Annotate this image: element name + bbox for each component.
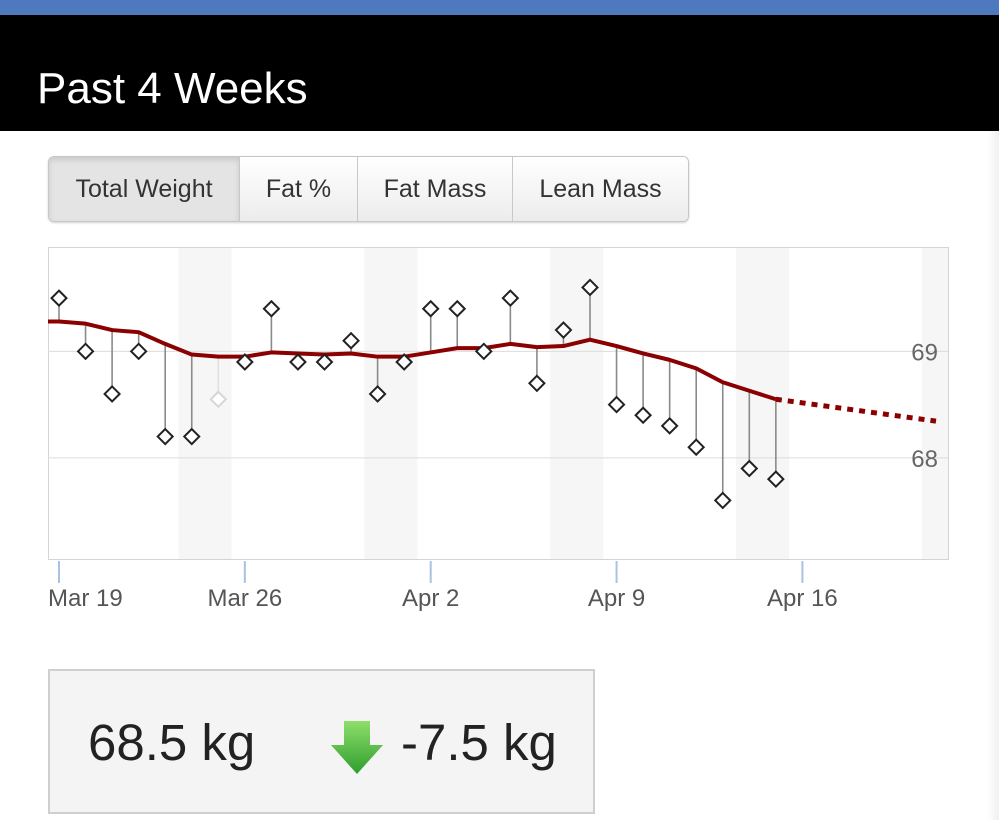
weight-point [713,491,732,510]
weight-point [607,395,626,414]
x-tick-label: Apr 9 [588,585,645,612]
top-accent-bar [0,0,999,15]
page-title: Past 4 Weeks [37,64,308,113]
trend-projection [775,396,937,424]
weekend-band [178,247,232,559]
weight-change: -7.5 kg [401,714,557,771]
metric-tabs: Total Weight Fat % Fat Mass Lean Mass [48,156,689,222]
weight-point [634,406,653,425]
x-tick-label: Apr 16 [767,585,838,612]
weight-point [235,353,254,371]
header-bar: Past 4 Weeks [0,15,999,131]
weight-point [209,390,228,409]
weight-point [76,342,95,361]
weight-point [554,321,573,339]
weight-chart: 69 68 Mar 19 Mar 26 Apr 2 Apr 9 Apr 16 [48,247,949,612]
weekend-band [736,247,790,559]
weight-point [660,416,679,435]
weekend-band [921,247,948,559]
y-tick-label: 69 [911,339,938,366]
weight-point [740,459,759,478]
weight-point [501,289,520,308]
x-tick-label: Mar 19 [48,585,123,612]
weight-point [289,353,307,371]
summary-box: 68.5 kg -7.5 kg [48,669,595,814]
weight-point [474,342,493,361]
plot-area-border [48,247,949,560]
tab-lean-mass[interactable]: Lean Mass [512,157,688,221]
weight-point [342,331,360,350]
weight-point [103,385,122,403]
weight-point [129,342,148,361]
y-tick-label: 68 [911,446,938,473]
current-weight: 68.5 kg [88,714,256,771]
weight-point [581,278,599,297]
weight-point [766,470,785,489]
weight-point [687,438,706,457]
weight-point [527,374,546,393]
weight-point [448,299,467,318]
weight-point [395,353,414,371]
weight-point [156,427,175,446]
x-tick-label: Apr 2 [402,585,459,612]
down-arrow-icon [331,721,383,774]
weight-point [368,385,387,403]
weight-point [315,353,334,371]
x-tick-label: Mar 26 [207,585,282,612]
weight-point [262,299,281,318]
weekend-band [364,247,418,559]
weight-point [182,427,201,446]
tab-fat-percent[interactable]: Fat % [239,157,357,221]
tab-fat-mass[interactable]: Fat Mass [357,157,512,221]
panel-edge-shadow [987,131,999,820]
weight-point [50,289,68,308]
tab-total-weight[interactable]: Total Weight [49,157,239,221]
weight-point [421,299,440,318]
weekend-band [550,247,604,559]
